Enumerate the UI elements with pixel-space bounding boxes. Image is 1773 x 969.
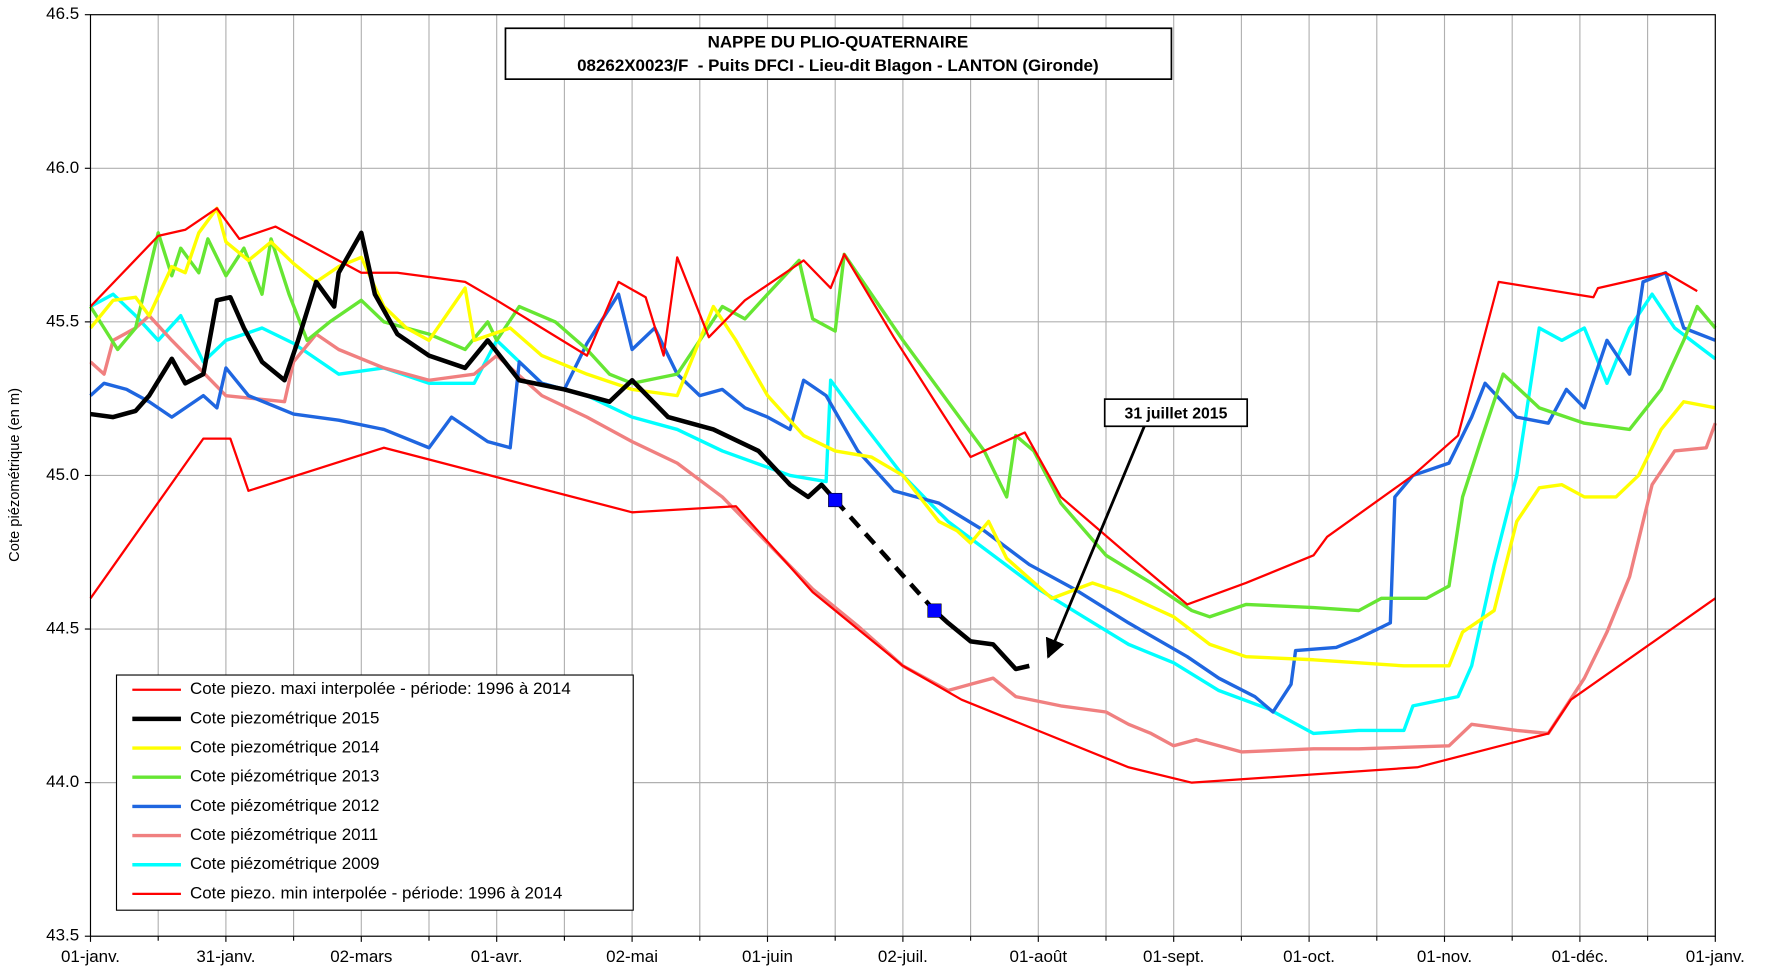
x-tick-label: 01-oct. <box>1283 947 1335 966</box>
y-tick-label: 45.0 <box>46 465 79 484</box>
series-line <box>90 230 1030 672</box>
series-line <box>89 206 1716 668</box>
y-tick-label: 43.5 <box>46 926 79 945</box>
gap-marker <box>927 603 942 618</box>
annotation: 31 juillet 2015 <box>1125 405 1228 422</box>
x-tick-label: 01-juin <box>742 947 793 966</box>
y-tick-label: 45.5 <box>46 311 79 330</box>
x-tick-label: 01-janv. <box>61 947 120 966</box>
legend-box <box>115 674 634 911</box>
y-tick-label: 44.5 <box>46 619 79 638</box>
y-tick-label: 44.0 <box>46 772 79 791</box>
title-box <box>504 27 1173 80</box>
x-tick-label: 01-nov. <box>1417 947 1472 966</box>
ticks: 43.5 44.0 44.5 45.0 45.5 46.0 46.5 01-janv. 31-j… <box>46 4 1745 966</box>
interpolated-segment <box>833 498 937 613</box>
y-axis-label: Cote piézométrique (en m) <box>7 388 23 562</box>
legend-label: Cote piézométrique 2009 <box>190 854 379 873</box>
chart-subtitle: 08262X0023/F - Puits DFCI - Lieu-dit Bla… <box>577 56 1099 75</box>
x-tick-label: 02-mai <box>606 947 658 966</box>
x-tick-label: 01-janv. <box>1686 947 1745 966</box>
legend: Cote piezo. maxi interpolée - période: 1… <box>115 674 634 911</box>
y-tick-label: 46.5 <box>46 4 79 23</box>
series-line <box>89 231 1717 619</box>
legend-label: Cote piézométrique 2012 <box>190 796 379 815</box>
x-tick-label: 01-déc. <box>1552 947 1609 966</box>
series-line <box>89 271 1716 714</box>
legend-label: Cote piézométrique 2013 <box>190 767 379 786</box>
series-line <box>89 207 1698 606</box>
x-tick-label: 31-janv. <box>196 947 255 966</box>
plot <box>89 206 1717 784</box>
annotation-box <box>1103 398 1249 428</box>
y-tick-label: 46.0 <box>46 158 79 177</box>
legend-label: Cote piezométrique 2014 <box>190 738 379 757</box>
x-tick-label: 01-août <box>1010 947 1068 966</box>
x-tick-label: 02-juil. <box>878 947 928 966</box>
legend-label: Cote piezo. min interpolée - période: 19… <box>190 883 562 902</box>
legend-label: Cote piézométrique 2011 <box>190 825 378 844</box>
legend-label: Cote piezométrique 2015 <box>190 708 379 727</box>
x-tick-label: 02-mars <box>330 947 392 966</box>
x-tick-label: 01-avr. <box>471 947 523 966</box>
series-line <box>89 437 1716 784</box>
x-tick-label: 01-sept. <box>1143 947 1204 966</box>
chart-title: NAPPE DU PLIO-QUATERNAIRE <box>708 32 969 51</box>
legend-label: Cote piezo. maxi interpolée - période: 1… <box>190 679 571 698</box>
annotation-arrow <box>1045 425 1146 659</box>
gap-marker <box>828 492 843 508</box>
